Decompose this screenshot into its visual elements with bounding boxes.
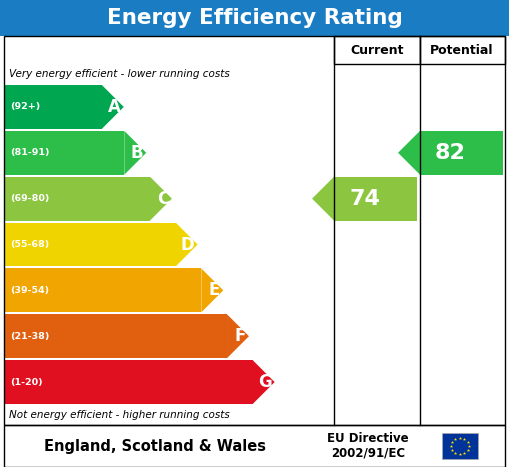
Text: EU Directive: EU Directive	[327, 432, 409, 446]
Text: (1-20): (1-20)	[10, 378, 43, 387]
Bar	[420, 36, 505, 64]
Bar	[334, 36, 420, 64]
Text: Very energy efficient - lower running costs: Very energy efficient - lower running co…	[9, 69, 230, 79]
Polygon shape	[398, 131, 420, 175]
Text: (69-80): (69-80)	[10, 194, 49, 203]
Text: (55-68): (55-68)	[10, 240, 49, 249]
Bar	[5, 360, 252, 404]
Text: (39-54): (39-54)	[10, 286, 49, 295]
Text: Energy Efficiency Rating: Energy Efficiency Rating	[106, 8, 403, 28]
Bar	[5, 131, 124, 175]
Polygon shape	[102, 85, 124, 129]
Text: Potential: Potential	[430, 43, 494, 57]
Polygon shape	[176, 223, 197, 267]
Polygon shape	[227, 314, 249, 358]
Text: (21-38): (21-38)	[10, 332, 49, 341]
Text: B: B	[131, 144, 143, 162]
Bar	[420, 131, 503, 175]
Bar	[5, 177, 150, 220]
Polygon shape	[202, 269, 223, 312]
Polygon shape	[312, 177, 334, 220]
Text: Current: Current	[350, 43, 404, 57]
Text: (81-91): (81-91)	[10, 149, 49, 157]
Bar	[5, 314, 227, 358]
Text: A: A	[108, 98, 121, 116]
Bar	[4, 425, 505, 467]
Text: Not energy efficient - higher running costs: Not energy efficient - higher running co…	[9, 410, 230, 420]
Text: 2002/91/EC: 2002/91/EC	[331, 446, 405, 460]
Polygon shape	[150, 177, 172, 220]
Bar	[5, 223, 176, 267]
Bar	[5, 85, 102, 129]
Polygon shape	[252, 360, 275, 404]
Bar	[5, 269, 202, 312]
Text: E: E	[209, 281, 220, 299]
Text: G: G	[258, 373, 272, 391]
Text: (92+): (92+)	[10, 102, 40, 112]
Bar	[334, 177, 417, 220]
Text: 82: 82	[435, 143, 466, 163]
Polygon shape	[124, 131, 146, 175]
Text: 74: 74	[349, 189, 380, 209]
Bar	[0, 0, 509, 36]
Bar	[4, 36, 505, 425]
Text: England, Scotland & Wales: England, Scotland & Wales	[44, 439, 266, 453]
Text: F: F	[235, 327, 246, 345]
Text: D: D	[181, 235, 194, 254]
Bar	[442, 433, 478, 459]
Text: C: C	[157, 190, 169, 208]
